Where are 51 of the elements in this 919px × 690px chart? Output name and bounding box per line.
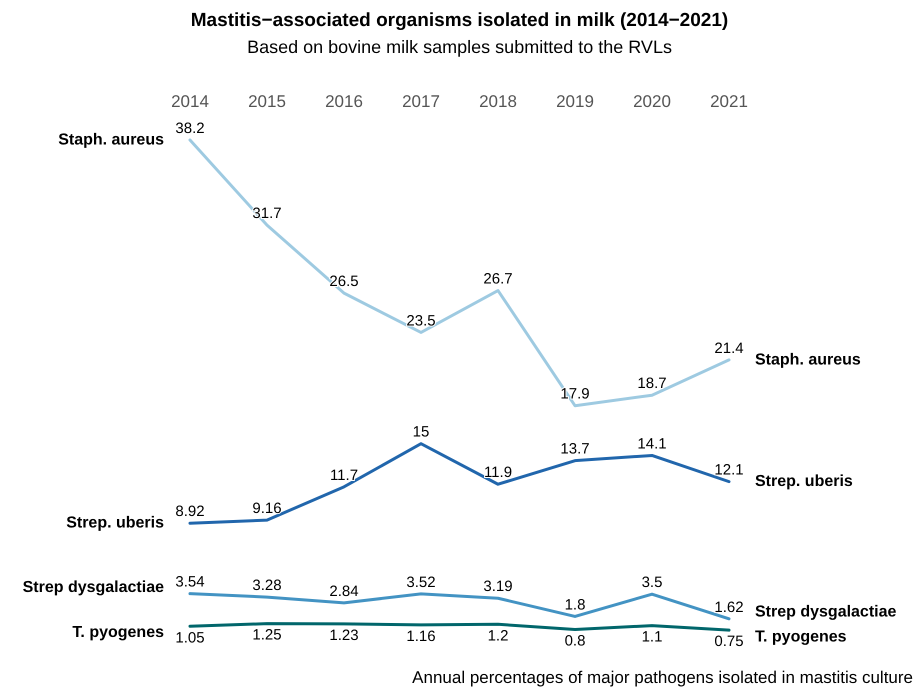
series-label: Strep. uberis xyxy=(66,514,164,532)
data-label: 13.7 xyxy=(560,440,590,458)
data-label: 17.9 xyxy=(560,386,590,403)
text: Annual percentages of major pathogens isolated in mastitis culture xyxy=(412,668,914,687)
x-tick-label: 2019 xyxy=(556,92,594,111)
data-label: 14.1 xyxy=(637,435,667,452)
data-label: 1.25 xyxy=(252,626,282,644)
data-label: 3.54 xyxy=(175,574,205,591)
series-label: Strep dysgalactiae xyxy=(755,603,896,620)
data-label: 23.5 xyxy=(406,312,436,330)
data-label: 38.2 xyxy=(175,120,205,137)
data-label: 3.5 xyxy=(642,574,662,592)
data-label: 3.28 xyxy=(252,577,282,594)
data-label: 11.7 xyxy=(330,466,358,484)
text: Strep. uberis xyxy=(755,473,853,490)
data-label: 8.92 xyxy=(175,503,205,520)
text: T. pyogenes xyxy=(72,624,164,641)
data-label: 1.1 xyxy=(642,628,662,646)
series-label: T. pyogenes xyxy=(755,628,847,646)
chart-title: Mastitis−associated organisms isolated in milk (2014−2021) xyxy=(190,10,728,31)
data-label: 11.9 xyxy=(484,464,512,482)
data-label: 21.4 xyxy=(714,340,744,357)
data-label: 1.23 xyxy=(329,626,359,644)
data-label: 9.16 xyxy=(252,500,282,518)
x-tick-label: 2020 xyxy=(633,92,671,111)
data-label: 12.1 xyxy=(714,462,744,479)
data-label: 15 xyxy=(412,424,430,441)
data-label: 1.05 xyxy=(175,629,205,646)
data-label: 26.7 xyxy=(483,270,513,288)
text: Strep dysgalactiae xyxy=(22,579,164,596)
chart-subtitle: Based on bovine milk samples submitted to the RVLs xyxy=(247,37,672,57)
x-tick-label: 2018 xyxy=(479,92,517,111)
data-label: 3.52 xyxy=(406,574,436,591)
data-label: 18.7 xyxy=(637,375,667,392)
data-label: 1.62 xyxy=(714,598,744,616)
data-label: 2.84 xyxy=(329,582,359,600)
data-label: 1.2 xyxy=(488,627,508,644)
text: Staph. aureus xyxy=(755,351,861,368)
x-tick-label: 2017 xyxy=(402,92,440,111)
data-label: 0.75 xyxy=(714,633,744,650)
data-label: 1.8 xyxy=(564,596,586,614)
data-label: 1.16 xyxy=(406,628,436,645)
x-tick-label: 2014 xyxy=(171,92,209,111)
series-label: Staph. aureus xyxy=(58,132,164,148)
data-label: 31.7 xyxy=(252,205,282,222)
x-tick-label: 2015 xyxy=(248,92,286,111)
data-label: 3.19 xyxy=(483,578,513,596)
x-tick-label: 2021 xyxy=(710,92,748,111)
data-label: 0.8 xyxy=(564,632,586,650)
data-label: 26.5 xyxy=(329,273,359,290)
x-tick-label: 2016 xyxy=(325,92,363,111)
